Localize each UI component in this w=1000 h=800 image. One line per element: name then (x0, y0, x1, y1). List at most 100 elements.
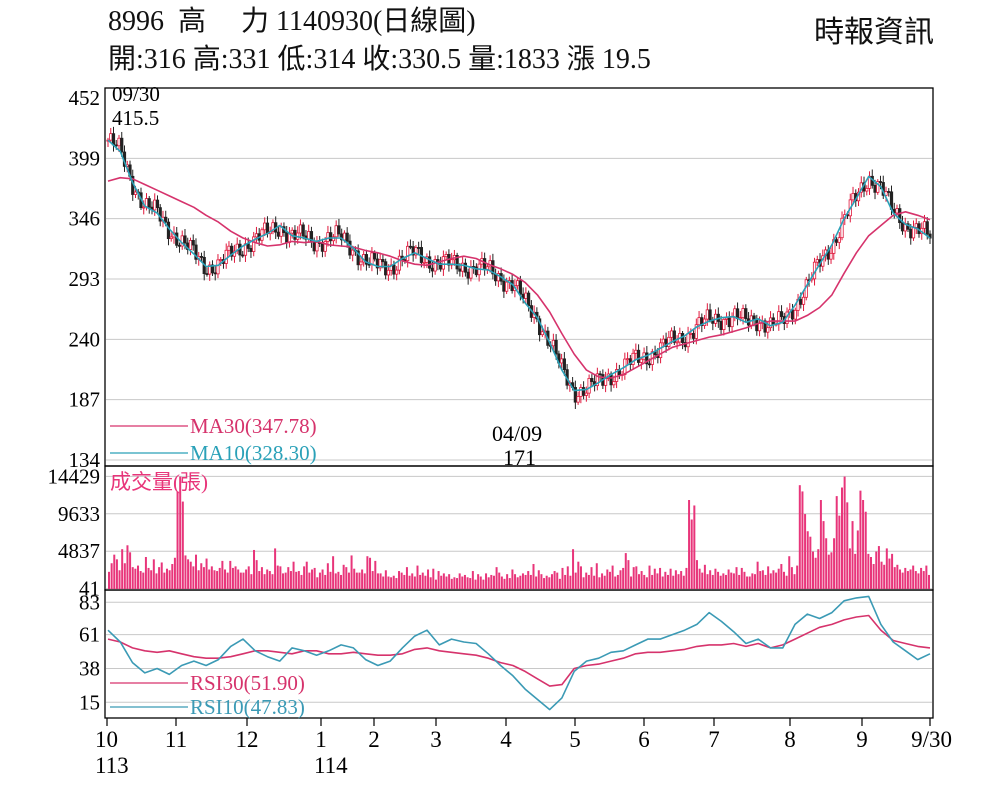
rsi30-legend-label: RSI30(51.90) (190, 671, 305, 695)
candle-body (801, 296, 806, 305)
candle-body (364, 254, 369, 265)
volume-bar (213, 570, 216, 589)
volume-bar (308, 572, 311, 589)
candle-body (911, 226, 916, 239)
volume-bar (366, 556, 369, 589)
volume-bar (305, 561, 308, 589)
candle-body (738, 317, 742, 320)
candle-body (408, 245, 413, 248)
candle-body (598, 373, 602, 376)
volume-bar (661, 576, 664, 589)
candle-body (309, 231, 314, 242)
candle-body (114, 144, 118, 147)
candle-body (691, 333, 696, 339)
candle-body (342, 232, 347, 241)
volume-bar (548, 577, 551, 589)
candle-body (757, 322, 762, 332)
ma30-legend-label: MA30(347.78) (190, 414, 317, 438)
volume-bar (748, 576, 751, 589)
candle-body (166, 221, 171, 240)
candle-body (587, 378, 591, 394)
candle-body (406, 245, 410, 262)
volume-bar (189, 561, 192, 589)
price-y-axis: 452 399 346 293 240 187 134 (69, 86, 101, 472)
candle-body (397, 255, 402, 271)
volume-bar (922, 571, 925, 589)
volume-bar (321, 569, 324, 589)
volume-bar (268, 571, 271, 589)
volume-bar (753, 574, 756, 589)
volume-bar (806, 531, 809, 589)
volume-tick-label: 9633 (58, 502, 100, 526)
candle-body (645, 352, 649, 365)
volume-bar (909, 569, 912, 589)
volume-bar (814, 557, 817, 589)
x-tick-label: 3 (430, 727, 442, 752)
volume-bar (572, 549, 575, 589)
candle-body (639, 358, 643, 363)
volume-bar (864, 511, 867, 589)
candle-body (359, 261, 363, 266)
volume-bar (904, 567, 907, 589)
candle-body (741, 308, 745, 318)
volume-bar (695, 560, 698, 589)
ma30-line (107, 176, 931, 379)
volume-bar (690, 519, 693, 589)
candle-body (109, 133, 113, 141)
candle-body (337, 225, 341, 235)
x-tick-label: 9/30 (911, 727, 952, 752)
rsi-y-axis: 83 61 38 15 (79, 590, 100, 714)
rsi10-line (107, 595, 931, 711)
volume-bar (843, 476, 846, 589)
volume-bar (759, 571, 762, 589)
candle-body (213, 272, 217, 275)
volume-bar (218, 567, 221, 589)
volume-bar (139, 571, 142, 589)
candle-body (224, 249, 228, 264)
volume-bar (611, 565, 614, 589)
candle-body (241, 254, 245, 257)
candle-body (290, 229, 294, 234)
volume-bar (558, 578, 561, 589)
volume-bar (108, 571, 110, 589)
volume-bar (630, 576, 633, 589)
volume-bar (606, 569, 609, 589)
volume-bar (587, 574, 590, 589)
ma10-legend-label: MA10(328.30) (190, 441, 317, 465)
volume-bar (914, 571, 917, 589)
volume-bar (295, 571, 298, 589)
volume-bar (830, 552, 833, 589)
candle-body (667, 336, 671, 347)
volume-bar (289, 571, 292, 589)
candle-body (147, 198, 151, 208)
volume-bar (508, 578, 511, 589)
candle-body (254, 233, 259, 238)
candle-body (348, 240, 352, 256)
volume-bar (896, 564, 899, 589)
volume-bar (817, 549, 820, 589)
volume-bar (463, 574, 466, 589)
candle-body (554, 339, 558, 355)
volume-bar (442, 573, 445, 589)
volume-bar (732, 573, 735, 589)
volume-bar (250, 574, 253, 589)
volume-bar (137, 565, 140, 589)
candle-body (194, 244, 198, 260)
volume-bar (788, 556, 791, 589)
candle-body (518, 280, 522, 295)
volume-bar (698, 568, 701, 589)
volume-bar (521, 573, 524, 589)
candle-body (551, 339, 555, 347)
volume-bar (163, 572, 166, 589)
volume-bar (382, 576, 385, 589)
candle-body (582, 387, 586, 396)
price-tick-label: 399 (69, 146, 101, 170)
volume-bar (427, 569, 430, 589)
volume-bar (764, 574, 767, 589)
volume-bar (593, 575, 596, 589)
volume-bar (835, 496, 838, 589)
candle-body (763, 320, 767, 333)
candle-body (708, 309, 712, 321)
volume-bar (258, 571, 261, 589)
